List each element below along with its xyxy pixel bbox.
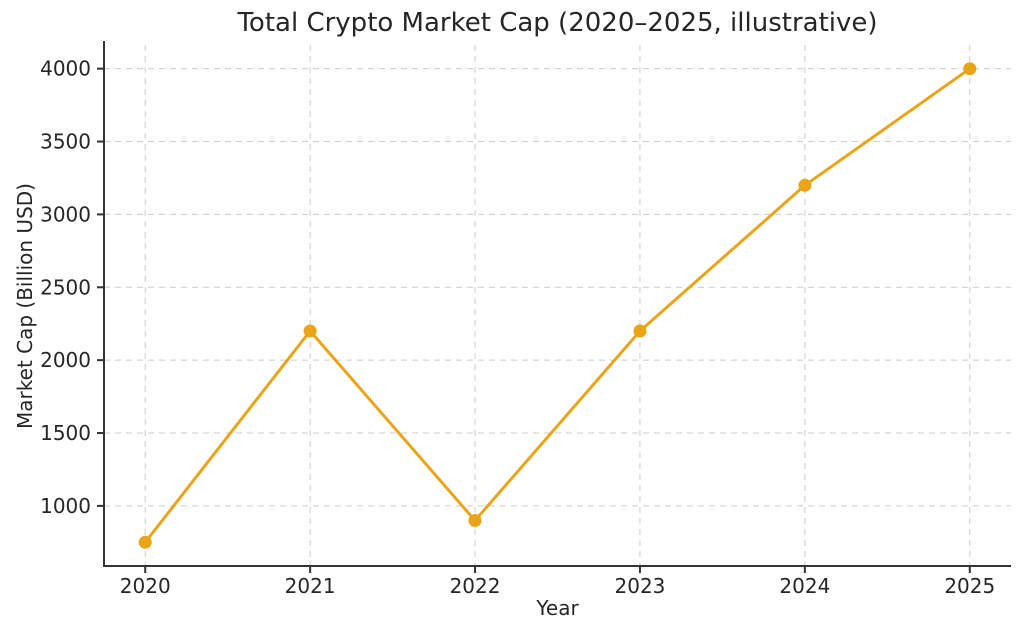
y-tick-label: 1000 bbox=[40, 494, 91, 518]
data-point bbox=[798, 178, 812, 192]
x-axis-label: Year bbox=[536, 596, 579, 620]
x-tick-label: 2025 bbox=[944, 574, 995, 598]
x-tick-label: 2023 bbox=[615, 574, 666, 598]
x-tick-label: 2024 bbox=[779, 574, 830, 598]
data-line bbox=[143, 67, 972, 544]
y-tick-label: 1500 bbox=[40, 421, 91, 445]
data-point bbox=[138, 535, 152, 549]
data-point bbox=[303, 324, 317, 338]
x-tick-label: 2021 bbox=[285, 574, 336, 598]
y-tick-label: 3500 bbox=[40, 130, 91, 154]
x-tick-label: 2022 bbox=[450, 574, 501, 598]
x-tick-label: 2020 bbox=[120, 574, 171, 598]
y-tick-label: 2500 bbox=[40, 275, 91, 299]
data-point bbox=[633, 324, 647, 338]
chart-title: Total Crypto Market Cap (2020–2025, illu… bbox=[237, 8, 878, 38]
y-tick-label: 3000 bbox=[40, 202, 91, 226]
y-tick-label: 4000 bbox=[40, 57, 91, 81]
y-tick-label: 2000 bbox=[40, 348, 91, 372]
data-point bbox=[468, 514, 482, 527]
data-point bbox=[963, 62, 977, 76]
